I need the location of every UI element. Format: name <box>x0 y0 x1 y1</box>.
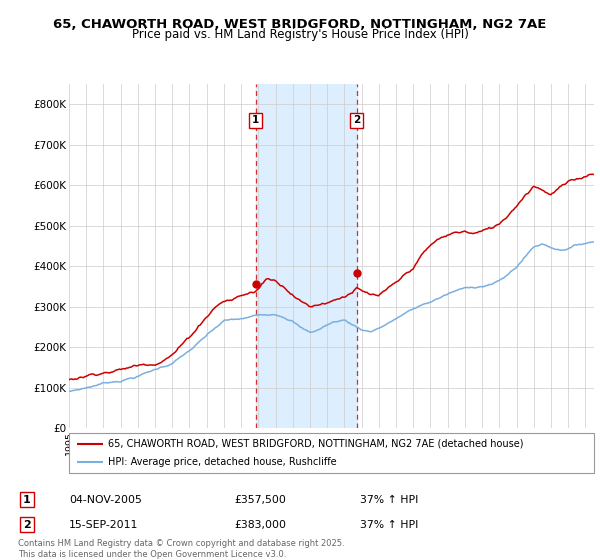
Text: 15-SEP-2011: 15-SEP-2011 <box>69 520 139 530</box>
Text: 65, CHAWORTH ROAD, WEST BRIDGFORD, NOTTINGHAM, NG2 7AE: 65, CHAWORTH ROAD, WEST BRIDGFORD, NOTTI… <box>53 18 547 31</box>
Text: 1: 1 <box>252 115 259 125</box>
Text: HPI: Average price, detached house, Rushcliffe: HPI: Average price, detached house, Rush… <box>109 458 337 467</box>
Text: 2: 2 <box>353 115 360 125</box>
Text: 65, CHAWORTH ROAD, WEST BRIDGFORD, NOTTINGHAM, NG2 7AE (detached house): 65, CHAWORTH ROAD, WEST BRIDGFORD, NOTTI… <box>109 439 524 449</box>
Text: 37% ↑ HPI: 37% ↑ HPI <box>360 520 418 530</box>
Text: 2: 2 <box>23 520 31 530</box>
Text: 37% ↑ HPI: 37% ↑ HPI <box>360 494 418 505</box>
Text: Contains HM Land Registry data © Crown copyright and database right 2025.
This d: Contains HM Land Registry data © Crown c… <box>18 539 344 559</box>
Bar <box>256 84 356 428</box>
Text: Price paid vs. HM Land Registry's House Price Index (HPI): Price paid vs. HM Land Registry's House … <box>131 28 469 41</box>
Text: £383,000: £383,000 <box>234 520 286 530</box>
Text: 1: 1 <box>23 494 31 505</box>
Text: 04-NOV-2005: 04-NOV-2005 <box>69 494 142 505</box>
Text: £357,500: £357,500 <box>234 494 286 505</box>
FancyBboxPatch shape <box>69 433 594 473</box>
